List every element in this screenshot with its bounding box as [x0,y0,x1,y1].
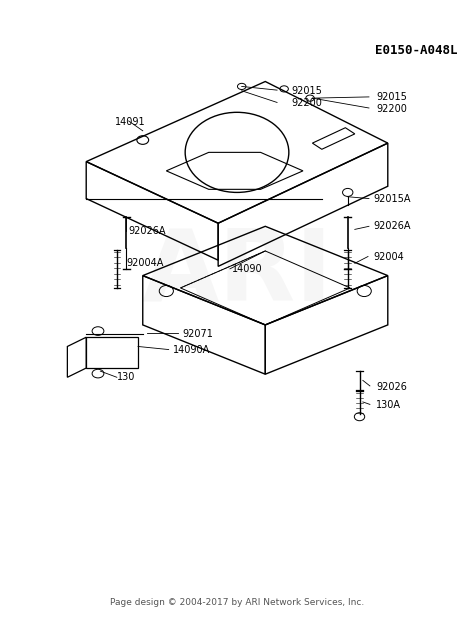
Text: 130: 130 [117,372,135,383]
Text: 92026A: 92026A [374,222,411,232]
Text: ARI: ARI [141,224,333,321]
Text: 92200: 92200 [291,98,322,108]
Text: 92026: 92026 [376,381,407,392]
Text: E0150-A048L: E0150-A048L [375,44,457,57]
Text: 14090A: 14090A [173,345,210,355]
Text: 92004: 92004 [374,252,404,262]
Text: 92004A: 92004A [126,258,164,268]
Text: Page design © 2004-2017 by ARI Network Services, Inc.: Page design © 2004-2017 by ARI Network S… [110,598,364,607]
Text: 130A: 130A [376,400,401,410]
Text: 92026A: 92026A [128,225,166,236]
Text: 92015: 92015 [291,86,322,96]
Text: 92015: 92015 [376,92,407,102]
Text: 92071: 92071 [183,329,214,339]
Text: 92015A: 92015A [374,194,411,204]
Text: 92200: 92200 [376,103,407,114]
Text: 14091: 14091 [115,116,145,126]
Text: 14090: 14090 [232,264,263,274]
